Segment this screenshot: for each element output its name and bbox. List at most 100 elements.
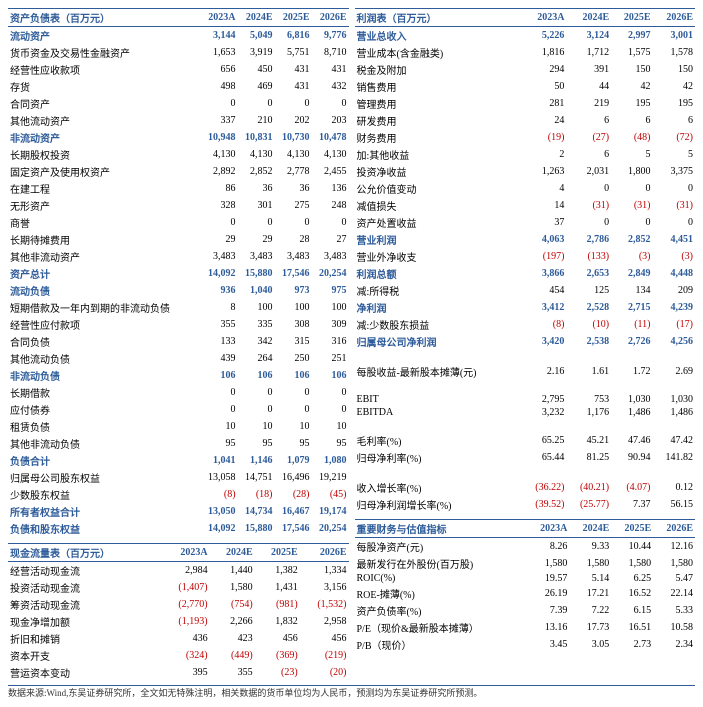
cell: (23) (255, 664, 300, 681)
cell: 8,710 (312, 44, 349, 61)
cell: 27 (312, 231, 349, 248)
row-label: 研发费用 (355, 112, 522, 129)
cell: 753 (566, 393, 611, 406)
cell: (25.77) (566, 496, 611, 513)
cell: 1,440 (210, 562, 255, 580)
cell: 8.26 (527, 538, 570, 556)
cell: 106 (238, 367, 275, 384)
cell: 1,575 (611, 44, 652, 61)
cell: 24 (522, 112, 567, 129)
row-label: ROIC(%) (355, 572, 527, 585)
cell: 3,156 (300, 579, 349, 596)
cell: 432 (312, 78, 349, 95)
cell: 439 (201, 350, 238, 367)
cell: (39.52) (522, 496, 567, 513)
cell: 0 (312, 384, 349, 401)
cell: 47.42 (652, 432, 695, 449)
cell: 37 (522, 214, 567, 231)
cell: 1,816 (522, 44, 567, 61)
cell: 4,063 (522, 231, 567, 248)
cell: (219) (300, 647, 349, 664)
cell: 95 (312, 435, 349, 452)
cell: (36.22) (522, 479, 567, 496)
cell: 0 (611, 214, 652, 231)
row-label: 固定资产及使用权资产 (8, 163, 201, 180)
cell: 250 (275, 350, 312, 367)
cell: 7.39 (527, 602, 570, 619)
cell: 251 (312, 350, 349, 367)
cell: 1,653 (201, 44, 238, 61)
cell: 2,852 (611, 231, 652, 248)
cell: 133 (201, 333, 238, 350)
cell: 1,040 (238, 282, 275, 299)
cell: 342 (238, 333, 275, 350)
cell: (754) (210, 596, 255, 613)
cell: (31) (566, 197, 611, 214)
income-table: 利润表（百万元）2023A2024E2025E2026E 营业总收入5,2263… (355, 8, 696, 513)
cell: 5,049 (238, 27, 275, 45)
cell: 2 (522, 146, 567, 163)
cell: (31) (652, 197, 695, 214)
cell: (1,532) (300, 596, 349, 613)
row-label: 公允价值变动 (355, 180, 522, 197)
right-col: 利润表（百万元）2023A2024E2025E2026E 营业总收入5,2263… (355, 8, 696, 681)
cell: (27) (566, 129, 611, 146)
cell: 1,580 (569, 555, 611, 572)
row-label: P/E（现价&最新股本摊薄） (355, 619, 527, 636)
cell: 4,130 (312, 146, 349, 163)
cell: 0 (312, 95, 349, 112)
h1: 2024E (238, 9, 275, 27)
row-label: 存货 (8, 78, 201, 95)
cell: 1,580 (527, 555, 570, 572)
cell: 16,496 (275, 469, 312, 486)
cell: 4,130 (238, 146, 275, 163)
cell: 26.19 (527, 585, 570, 602)
cell: 355 (210, 664, 255, 681)
cell: 973 (275, 282, 312, 299)
row-label: 毛利率(%) (355, 432, 522, 449)
cell: 1,041 (201, 452, 238, 469)
cell: 275 (275, 197, 312, 214)
cell: 141.82 (652, 449, 695, 466)
cell: 308 (275, 316, 312, 333)
cell: 17,546 (275, 520, 312, 537)
cell: 2,715 (611, 299, 652, 316)
cell: 0 (312, 401, 349, 418)
tables-wrap: 资产负债表（百万元）2023A2024E2025E2026E 流动资产3,144… (8, 8, 695, 681)
cell: 431 (312, 61, 349, 78)
cell: 456 (300, 630, 349, 647)
row-label: 资本开支 (8, 647, 161, 664)
cell: 10 (238, 418, 275, 435)
cell: 0 (238, 384, 275, 401)
cell: 4,130 (275, 146, 312, 163)
cell: (324) (161, 647, 210, 664)
row-label: 其他非流动负债 (8, 435, 201, 452)
cell: 16.51 (611, 619, 653, 636)
row-label: 营运资本变动 (8, 664, 161, 681)
cell: 0.12 (652, 479, 695, 496)
cell: 936 (201, 282, 238, 299)
cell: 195 (611, 95, 652, 112)
cell: 335 (238, 316, 275, 333)
h2: 2025E (275, 9, 312, 27)
cell: (197) (522, 248, 567, 265)
row-label: 税金及附加 (355, 61, 522, 78)
cell: 2.73 (611, 636, 653, 653)
cell: 6 (566, 112, 611, 129)
cell: 294 (522, 61, 567, 78)
row-label: 销售费用 (355, 78, 522, 95)
row-label: 应付债券 (8, 401, 201, 418)
cell: 5.14 (569, 572, 611, 585)
row-label: 财务费用 (355, 129, 522, 146)
cell: 4,239 (652, 299, 695, 316)
row-label: 最新发行在外股份(百万股) (355, 555, 527, 572)
row-label: P/B（现价） (355, 636, 527, 653)
row-label: 流动负债 (8, 282, 201, 299)
cell: 90.94 (611, 449, 652, 466)
cell: 202 (275, 112, 312, 129)
cell: 0 (238, 401, 275, 418)
row-label: ROE-摊薄(%) (355, 585, 527, 602)
cell: 22.14 (653, 585, 695, 602)
cell: 264 (238, 350, 275, 367)
row-label: 收入增长率(%) (355, 479, 522, 496)
